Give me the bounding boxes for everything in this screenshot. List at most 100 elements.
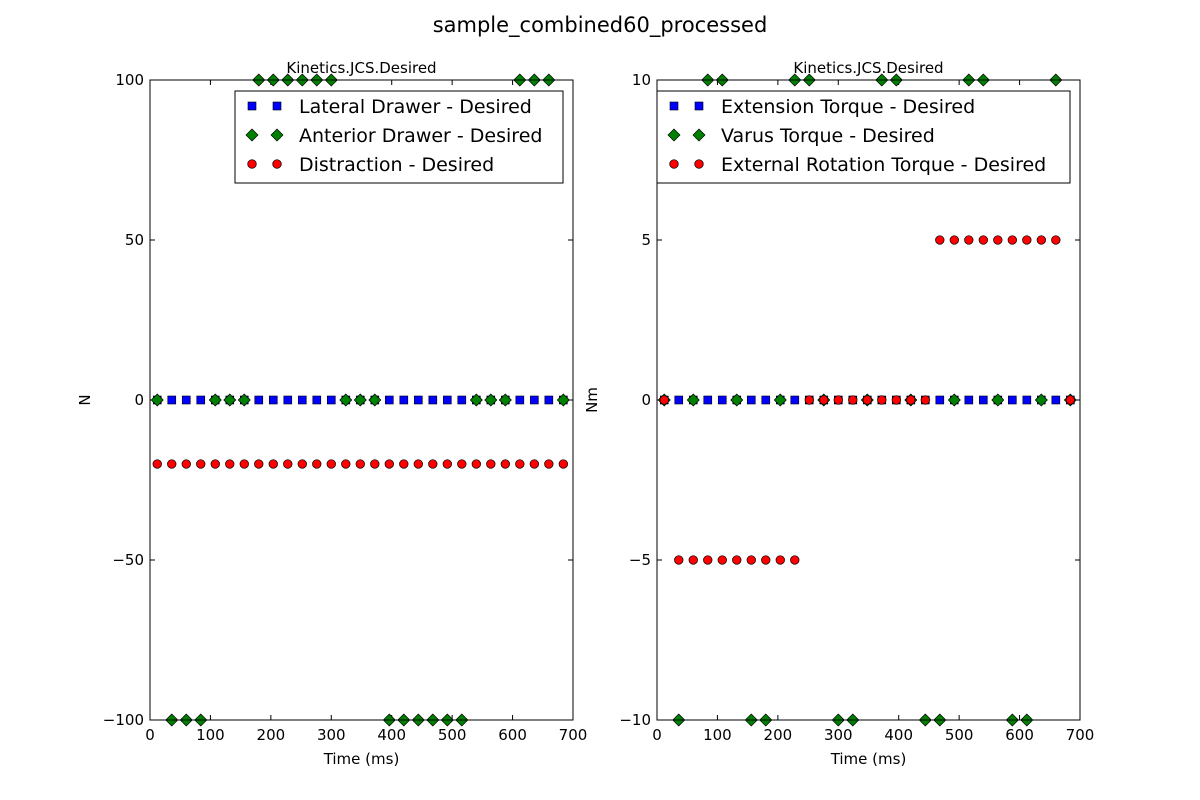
- x-tick-label: 700: [559, 726, 588, 744]
- y-tick-label: −5: [629, 551, 651, 569]
- data-point: [979, 395, 988, 405]
- data-point: [326, 459, 336, 469]
- data-point: [1022, 235, 1032, 245]
- legend-marker: [669, 101, 679, 111]
- data-point: [730, 393, 744, 407]
- data-point: [978, 235, 988, 245]
- y-tick-label: 0: [134, 391, 144, 409]
- data-point: [862, 395, 872, 405]
- legend-marker: [270, 128, 284, 142]
- legend-marker: [694, 159, 704, 169]
- data-point: [991, 393, 1005, 407]
- data-point: [703, 555, 713, 565]
- data-point: [556, 393, 570, 407]
- legend-marker: [247, 101, 257, 111]
- data-point: [341, 459, 351, 469]
- data-point: [790, 555, 800, 565]
- data-point: [312, 395, 322, 405]
- data-point: [790, 395, 800, 405]
- legend-box: [656, 90, 1071, 184]
- data-point: [993, 235, 1003, 245]
- legend-label: Distraction - Desired: [299, 154, 494, 176]
- data-point: [674, 555, 684, 565]
- data-point: [964, 235, 974, 245]
- legend-label: Lateral Drawer - Desired: [299, 96, 532, 118]
- data-point: [717, 395, 727, 405]
- y-tick-label: 10: [632, 71, 651, 89]
- data-point: [457, 395, 467, 405]
- data-point: [732, 555, 742, 565]
- data-point: [428, 459, 438, 469]
- data-point: [949, 235, 959, 245]
- series-circle: [659, 235, 1075, 565]
- data-point: [686, 393, 700, 407]
- x-axis-label: Time (ms): [830, 750, 907, 768]
- data-point: [428, 395, 438, 405]
- x-tick-label: 200: [764, 726, 793, 744]
- data-point: [414, 395, 423, 405]
- data-point: [254, 395, 264, 405]
- y-tick-label: 5: [641, 231, 651, 249]
- x-tick-label: 100: [703, 726, 732, 744]
- data-point: [237, 393, 251, 407]
- x-tick-label: 100: [196, 726, 225, 744]
- x-tick-label: 300: [824, 726, 853, 744]
- x-tick-label: 600: [498, 726, 527, 744]
- data-point: [399, 459, 409, 469]
- data-point: [312, 459, 322, 469]
- axes-frame: [656, 79, 1081, 721]
- data-point: [196, 459, 206, 469]
- data-point: [544, 395, 554, 405]
- y-tick-label: −100: [103, 711, 144, 729]
- data-point: [1007, 235, 1017, 245]
- data-point: [469, 393, 483, 407]
- legend-label: Extension Torque - Desired: [721, 96, 975, 118]
- data-point: [239, 459, 249, 469]
- data-point: [935, 395, 945, 405]
- legend-marker: [272, 159, 282, 169]
- data-point: [457, 459, 467, 469]
- data-point: [833, 395, 843, 405]
- x-tick-label: 500: [438, 726, 467, 744]
- legend-marker: [247, 159, 257, 169]
- data-point: [268, 395, 278, 405]
- data-point: [819, 395, 829, 405]
- data-point: [761, 395, 771, 405]
- data-point: [530, 395, 539, 405]
- data-point: [804, 395, 814, 405]
- data-point: [529, 459, 539, 469]
- data-point: [297, 459, 307, 469]
- data-point: [196, 395, 206, 405]
- data-point: [500, 459, 510, 469]
- data-point: [1051, 235, 1061, 245]
- data-point: [254, 459, 264, 469]
- legend-marker: [667, 128, 681, 142]
- data-point: [181, 395, 191, 405]
- legend-marker: [692, 128, 706, 142]
- data-point: [355, 459, 365, 469]
- data-point: [877, 395, 887, 405]
- data-point: [515, 459, 525, 469]
- y-tick-label: 0: [641, 391, 651, 409]
- data-point: [920, 395, 930, 405]
- legend: Lateral Drawer - Desired Anterior Drawer …: [234, 90, 564, 184]
- data-point: [167, 395, 177, 405]
- data-point: [947, 393, 961, 407]
- data-point: [1022, 395, 1032, 405]
- x-tick-label: 500: [945, 726, 974, 744]
- data-point: [688, 555, 698, 565]
- x-tick-label: 400: [377, 726, 406, 744]
- data-point: [326, 395, 336, 405]
- data-point: [353, 393, 367, 407]
- data-point: [471, 459, 481, 469]
- data-point: [297, 395, 307, 405]
- y-tick-label: −50: [112, 551, 144, 569]
- data-point: [848, 395, 858, 405]
- y-axis-label: N: [76, 394, 94, 405]
- data-point: [208, 393, 222, 407]
- data-point: [223, 393, 237, 407]
- data-point: [413, 459, 423, 469]
- axes-title: Kinetics.JCS.Desired: [793, 59, 943, 77]
- data-point: [775, 555, 785, 565]
